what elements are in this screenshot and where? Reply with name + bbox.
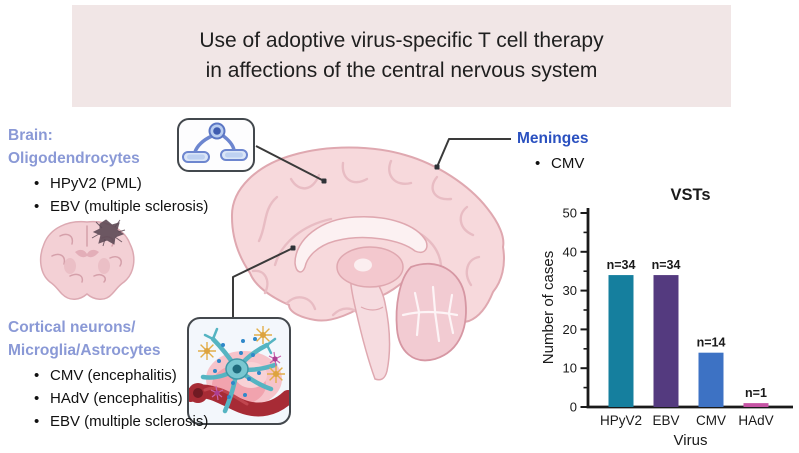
svg-text:Number of cases: Number of cases [540, 251, 557, 364]
cortical-heading-line2: Microglia/Astrocytes [8, 342, 161, 359]
microglia-magenta [210, 351, 282, 401]
svg-text:n=34: n=34 [607, 258, 636, 272]
cells-callout-box [187, 317, 291, 425]
arbor-vitae [401, 285, 459, 343]
oligodendrocyte-callout-box [177, 118, 255, 172]
svg-text:CMV: CMV [696, 413, 726, 428]
list-item: EBV (multiple sclerosis) [34, 414, 208, 430]
list-item: EBV (multiple sclerosis) [34, 199, 208, 215]
title-line-1: Use of adoptive virus-specific T cell th… [199, 29, 604, 52]
svg-text:n=1: n=1 [745, 386, 767, 400]
svg-text:50: 50 [563, 206, 577, 221]
meninges-heading: Meninges [517, 130, 589, 147]
brain-heading-line1: Brain: [8, 127, 53, 144]
callout-line [232, 247, 294, 317]
brain-oligodendrocytes-label: Brain: Oligodendrocytes HPyV2 (PML) EBV … [8, 124, 208, 222]
svg-text:HPyV2: HPyV2 [600, 413, 642, 428]
callout-dot [321, 178, 327, 184]
cortical-heading-line1: Cortical neurons/ [8, 319, 136, 336]
list-item: HAdV (encephalitis) [34, 391, 208, 407]
svg-text:10: 10 [563, 361, 577, 376]
svg-text:0: 0 [570, 400, 577, 415]
vst-bar-chart: 0 10 20 30 40 50 n=34 HPyV2 n=34 EBV n=14 CMV n=1 HAd… [540, 186, 793, 449]
svg-text:n=14: n=14 [697, 336, 726, 350]
list-item: HPyV2 (PML) [34, 176, 208, 192]
callout-line [436, 138, 511, 168]
title-line-2: in affections of the central nervous sys… [205, 59, 598, 82]
svg-text:Virus: Virus [674, 432, 708, 449]
virus-dots [213, 337, 261, 399]
brain-virus-list: HPyV2 (PML) EBV (multiple sclerosis) [8, 176, 208, 215]
svg-text:n=34: n=34 [652, 258, 681, 272]
svg-text:HAdV: HAdV [738, 413, 773, 428]
brain-sagittal-illustration [215, 145, 515, 450]
title-banner: Use of adoptive virus-specific T cell th… [72, 5, 731, 107]
gyri-lines [251, 159, 481, 321]
oligodendrocyte-myelin-illustration [182, 122, 248, 163]
svg-text:EBV: EBV [652, 413, 679, 428]
list-item: CMV (encephalitis) [34, 368, 208, 384]
brain-heading-line2: Oligodendrocytes [8, 150, 140, 167]
list-item: CMV [535, 156, 588, 172]
cortical-neurons-label: Cortical neurons/ Microglia/Astrocytes C… [8, 316, 208, 437]
brain-coronal-section-illustration [30, 216, 145, 313]
astrocyte-yellow [198, 326, 285, 383]
chart-container: 0 10 20 30 40 50 n=34 HPyV2 n=34 EBV n=14 CMV n=1 HAd… [540, 183, 795, 453]
meninges-label: Meninges CMV [517, 127, 588, 179]
svg-text:30: 30 [563, 283, 577, 298]
brainstem [349, 264, 391, 381]
cortical-virus-list: CMV (encephalitis) HAdV (encephalitis) E… [8, 368, 208, 430]
callout-line [255, 145, 325, 182]
pml-lesion-mark [91, 219, 126, 247]
callout-dot [290, 245, 296, 251]
corpus-callosum [294, 216, 428, 273]
svg-text:20: 20 [563, 322, 577, 337]
svg-text:VSTs: VSTs [670, 186, 710, 204]
meninges-virus-list: CMV [517, 156, 588, 172]
callout-dot [434, 164, 440, 170]
svg-text:40: 40 [563, 244, 577, 259]
